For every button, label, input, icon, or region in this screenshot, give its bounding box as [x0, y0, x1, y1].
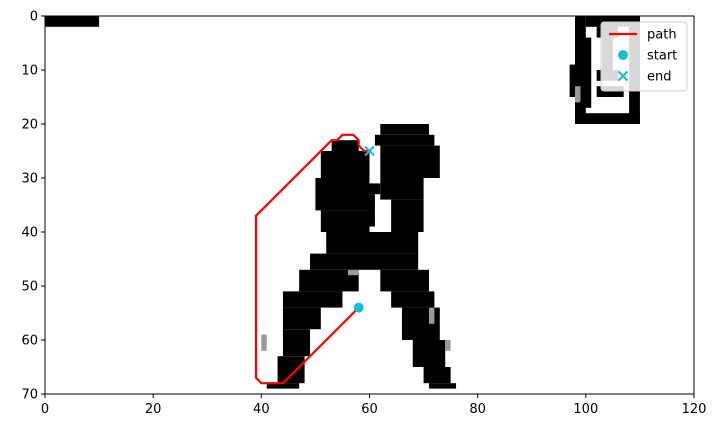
x-tick-label: 0 [41, 402, 49, 417]
legend-item-end: end [617, 70, 672, 85]
legend-item-path: path [609, 28, 677, 43]
legend: path start end [600, 21, 688, 92]
y-tick-label: 40 [21, 226, 38, 241]
y-tick-label: 0 [30, 10, 38, 25]
x-tick-label: 80 [469, 402, 486, 417]
y-tick-label: 60 [21, 334, 38, 349]
legend-label: end [647, 70, 672, 85]
legend-swatch [618, 50, 628, 60]
legend-swatch [617, 70, 629, 82]
x-tick-label: 20 [145, 402, 162, 417]
x-tick-label: 100 [573, 402, 598, 417]
series-start-marker [353, 302, 364, 313]
legend-label: start [647, 49, 677, 64]
y-tick-label: 30 [21, 172, 38, 187]
series-path-line [254, 133, 370, 385]
legend-box [600, 21, 688, 92]
legend-item-start: start [618, 49, 677, 64]
y-tick-label: 10 [21, 64, 38, 79]
x-tick-label: 40 [253, 402, 270, 417]
series-end-marker [364, 145, 375, 157]
x-tick-label: 120 [682, 402, 707, 417]
y-tick-label: 20 [21, 118, 38, 133]
y-tick-label: 50 [21, 280, 38, 295]
y-tick-label: 70 [21, 388, 38, 403]
legend-label: path [647, 28, 677, 43]
x-tick-label: 60 [361, 402, 378, 417]
